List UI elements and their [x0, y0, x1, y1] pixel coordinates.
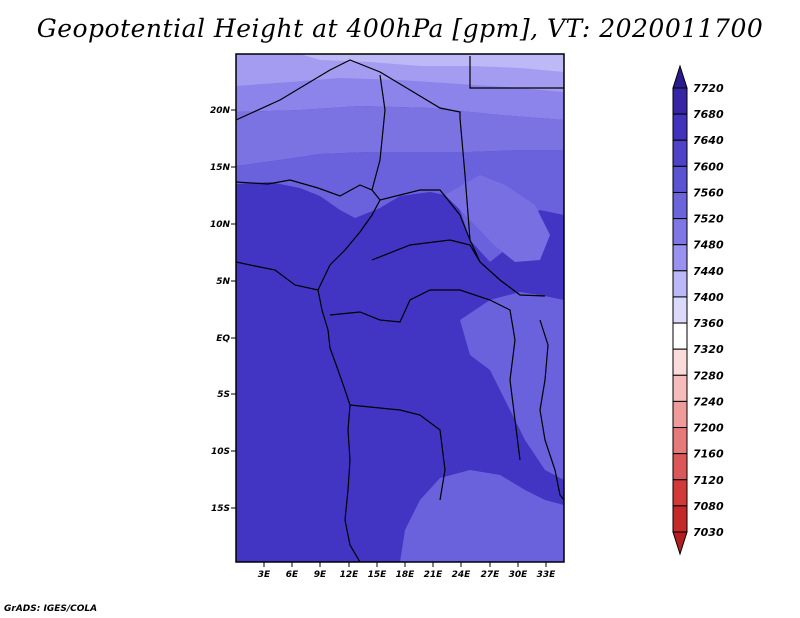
colorbar-label: 7320	[693, 343, 724, 356]
colorbar-segment	[672, 218, 688, 246]
lon-label: 3E	[258, 570, 271, 580]
colorbar-label: 7640	[693, 134, 724, 147]
colorbar-label: 7120	[693, 474, 724, 487]
lat-label: 15N	[210, 163, 231, 173]
field-band-7560-east	[445, 175, 550, 262]
map-title: Geopotential Height at 400hPa [gpm], VT:…	[36, 14, 764, 43]
colorbar-top-arrow	[672, 64, 688, 89]
colorbar-segment	[672, 139, 688, 167]
latitude-ticks	[231, 109, 236, 509]
lat-label: 10N	[210, 220, 231, 230]
colorbar-segment	[672, 113, 688, 141]
field-band-7560-southeast	[460, 292, 564, 480]
longitude-ticks	[263, 562, 547, 567]
lon-label: 12E	[340, 570, 360, 580]
colorbar-segment	[672, 191, 688, 220]
colorbar-segment	[672, 453, 688, 481]
coastline-east	[539, 319, 564, 501]
colorbar-segment	[672, 479, 688, 507]
lon-label: 21E	[424, 570, 444, 580]
colorbar-label: 7200	[693, 422, 724, 435]
lon-label: 30E	[509, 570, 529, 580]
credit-text: GrADS: IGES/COLA	[4, 604, 98, 614]
colorbar-label: 7720	[693, 82, 724, 95]
map-frame	[235, 53, 565, 563]
lat-label: 5S	[217, 390, 230, 400]
lon-label: 24E	[452, 570, 472, 580]
longitude-axis: 3E 6E 9E 12E 15E 18E 21E 24E 27E 30E 33E	[258, 570, 556, 580]
colorbar-label: 7400	[693, 291, 724, 304]
colorbar-segment	[672, 322, 688, 350]
colorbar-label: 7560	[693, 186, 724, 199]
field-band-7400	[300, 54, 564, 72]
colorbar-label: 7080	[693, 500, 724, 513]
lat-label: 15S	[211, 504, 230, 514]
lon-label: 9E	[314, 570, 327, 580]
lon-label: 18E	[396, 570, 416, 580]
colorbar-segment	[672, 427, 688, 455]
colorbar-segment	[672, 505, 688, 533]
lon-label: 6E	[286, 570, 299, 580]
lon-label: 15E	[368, 570, 388, 580]
lat-label: 20N	[210, 106, 231, 116]
lat-label: EQ	[216, 334, 230, 344]
colorbar-label: 7520	[693, 213, 724, 226]
colorbar-segment	[672, 270, 688, 298]
field-band-7520	[236, 106, 564, 166]
border-sahara-north	[236, 59, 471, 241]
colorbar-segment	[672, 374, 688, 402]
colorbar: 7720 7680 7640 7600 7560 7520 7480 7440 7400 7360…	[672, 64, 724, 556]
colorbar-segment	[672, 400, 688, 429]
colorbar-bottom-arrow	[672, 531, 688, 556]
border-angola	[349, 404, 446, 501]
colorbar-label: 7480	[693, 239, 724, 252]
colorbar-segment	[672, 244, 688, 272]
lon-label: 33E	[537, 570, 557, 580]
colorbar-label: 7600	[693, 160, 724, 173]
coastline-west-africa	[236, 261, 361, 562]
colorbar-label: 7440	[693, 265, 724, 278]
latitude-axis: 20N 15N 10N 5N EQ 5S 10S 15S	[210, 106, 231, 514]
colorbar-segment	[672, 87, 688, 115]
colorbar-label: 7030	[693, 526, 724, 539]
colorbar-segment	[672, 348, 688, 376]
border-niger-chad	[371, 74, 386, 191]
colorbar-label: 7160	[693, 448, 724, 461]
colorbar-label: 7280	[693, 369, 724, 382]
colorbar-segment	[672, 296, 688, 324]
country-borders	[236, 56, 564, 562]
lon-label: 27E	[481, 570, 501, 580]
geopotential-field	[236, 54, 564, 562]
lat-label: 10S	[211, 447, 230, 457]
colorbar-label: 7240	[693, 395, 724, 408]
border-libya-egypt	[469, 56, 564, 89]
colorbar-label: 7680	[693, 108, 724, 121]
border-central-africa	[371, 239, 481, 263]
lat-label: 5N	[216, 277, 230, 287]
border-congo	[329, 289, 521, 461]
colorbar-label: 7360	[693, 317, 724, 330]
colorbar-segment	[672, 165, 688, 193]
